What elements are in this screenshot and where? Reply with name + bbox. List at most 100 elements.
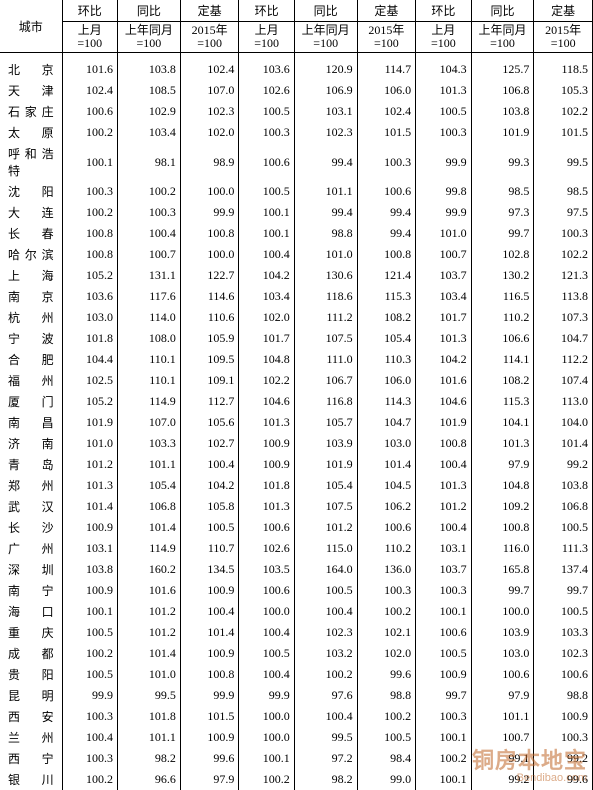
city-cell: 西宁: [0, 748, 62, 769]
value-cell: 101.2: [62, 454, 117, 475]
value-cell: 106.8: [534, 496, 593, 517]
value-cell: 100.9: [239, 454, 294, 475]
table-row: 南宁100.9101.6100.9100.6100.5100.3100.399.…: [0, 580, 593, 601]
table-row: 哈尔滨100.8100.7100.0100.4101.0100.8100.710…: [0, 244, 593, 265]
value-cell: 100.2: [416, 748, 471, 769]
value-cell: 101.6: [416, 370, 471, 391]
corner-header: 城市: [0, 0, 62, 53]
value-cell: 100.5: [62, 664, 117, 685]
value-cell: 103.2: [294, 643, 357, 664]
value-cell: 104.2: [180, 475, 239, 496]
value-cell: 97.5: [534, 202, 593, 223]
value-cell: 101.3: [62, 475, 117, 496]
city-cell: 长春: [0, 223, 62, 244]
value-cell: 99.9: [180, 685, 239, 706]
col-sub: 上年同月 =100: [471, 22, 534, 53]
value-cell: 100.9: [416, 664, 471, 685]
value-cell: 104.7: [534, 328, 593, 349]
value-cell: 100.4: [118, 223, 181, 244]
value-cell: 103.9: [471, 622, 534, 643]
value-cell: 100.4: [239, 622, 294, 643]
city-cell: 海口: [0, 601, 62, 622]
value-cell: 100.9: [239, 433, 294, 454]
value-cell: 106.9: [294, 80, 357, 101]
value-cell: 100.5: [294, 580, 357, 601]
value-cell: 103.1: [416, 538, 471, 559]
value-cell: 115.3: [471, 391, 534, 412]
value-cell: 110.7: [180, 538, 239, 559]
value-cell: 98.5: [534, 181, 593, 202]
table-row: 济南101.0103.3102.7100.9103.9103.0100.8101…: [0, 433, 593, 454]
value-cell: 103.1: [62, 538, 117, 559]
value-cell: 100.5: [534, 517, 593, 538]
table-row: 成都100.2101.4100.9100.5103.2102.0100.5103…: [0, 643, 593, 664]
value-cell: 98.4: [357, 748, 416, 769]
value-cell: 103.6: [62, 286, 117, 307]
city-cell: 长沙: [0, 517, 62, 538]
value-cell: 100.3: [416, 580, 471, 601]
value-cell: 100.3: [239, 122, 294, 143]
value-cell: 96.6: [118, 769, 181, 790]
value-cell: 101.1: [294, 181, 357, 202]
value-cell: 131.1: [118, 265, 181, 286]
table-row: 宁波101.8108.0105.9101.7107.5105.4101.3106…: [0, 328, 593, 349]
value-cell: 100.1: [239, 202, 294, 223]
value-cell: 100.5: [180, 517, 239, 538]
value-cell: 104.2: [239, 265, 294, 286]
value-cell: 100.6: [534, 664, 593, 685]
col-sub: 上月 =100: [239, 22, 294, 53]
value-cell: 97.9: [471, 454, 534, 475]
value-cell: 102.3: [294, 622, 357, 643]
value-cell: 101.0: [118, 664, 181, 685]
city-cell: 重庆: [0, 622, 62, 643]
table-row: 海口100.1101.2100.4100.0100.4100.2100.1100…: [0, 601, 593, 622]
table-row: 南京103.6117.6114.6103.4118.6115.3103.4116…: [0, 286, 593, 307]
value-cell: 101.2: [118, 601, 181, 622]
value-cell: 108.5: [118, 80, 181, 101]
value-cell: 101.7: [416, 307, 471, 328]
value-cell: 121.4: [357, 265, 416, 286]
value-cell: 104.5: [357, 475, 416, 496]
value-cell: 107.0: [118, 412, 181, 433]
value-cell: 101.9: [471, 122, 534, 143]
value-cell: 101.0: [294, 244, 357, 265]
value-cell: 105.2: [62, 391, 117, 412]
value-cell: 99.9: [416, 202, 471, 223]
value-cell: 105.9: [180, 328, 239, 349]
value-cell: 103.4: [118, 122, 181, 143]
city-cell: 宁波: [0, 328, 62, 349]
value-cell: 102.9: [118, 101, 181, 122]
value-cell: 102.0: [180, 122, 239, 143]
col-h: 定基: [534, 0, 593, 22]
value-cell: 112.7: [180, 391, 239, 412]
value-cell: 105.6: [180, 412, 239, 433]
value-cell: 103.9: [294, 433, 357, 454]
value-cell: 100.1: [239, 748, 294, 769]
value-cell: 100.1: [62, 143, 117, 181]
value-cell: 102.8: [471, 244, 534, 265]
col-h: 同比: [294, 0, 357, 22]
value-cell: 100.6: [62, 101, 117, 122]
value-cell: 108.2: [471, 370, 534, 391]
value-cell: 102.4: [180, 53, 239, 81]
table-row: 天津102.4108.5107.0102.6106.9106.0101.3106…: [0, 80, 593, 101]
city-cell: 郑州: [0, 475, 62, 496]
table-row: 石家庄100.6102.9102.3100.5103.1102.4100.510…: [0, 101, 593, 122]
value-cell: 109.1: [180, 370, 239, 391]
value-cell: 100.1: [416, 727, 471, 748]
value-cell: 100.1: [416, 601, 471, 622]
value-cell: 104.4: [62, 349, 117, 370]
value-cell: 101.5: [357, 122, 416, 143]
table-row: 广州103.1114.9110.7102.6115.0110.2103.1116…: [0, 538, 593, 559]
value-cell: 113.8: [534, 286, 593, 307]
value-cell: 100.6: [357, 517, 416, 538]
value-cell: 99.2: [471, 769, 534, 790]
value-cell: 106.2: [357, 496, 416, 517]
value-cell: 114.6: [180, 286, 239, 307]
value-cell: 100.8: [180, 223, 239, 244]
value-cell: 101.4: [62, 496, 117, 517]
value-cell: 99.9: [62, 685, 117, 706]
value-cell: 98.8: [534, 685, 593, 706]
city-cell: 南昌: [0, 412, 62, 433]
value-cell: 101.6: [62, 53, 117, 81]
